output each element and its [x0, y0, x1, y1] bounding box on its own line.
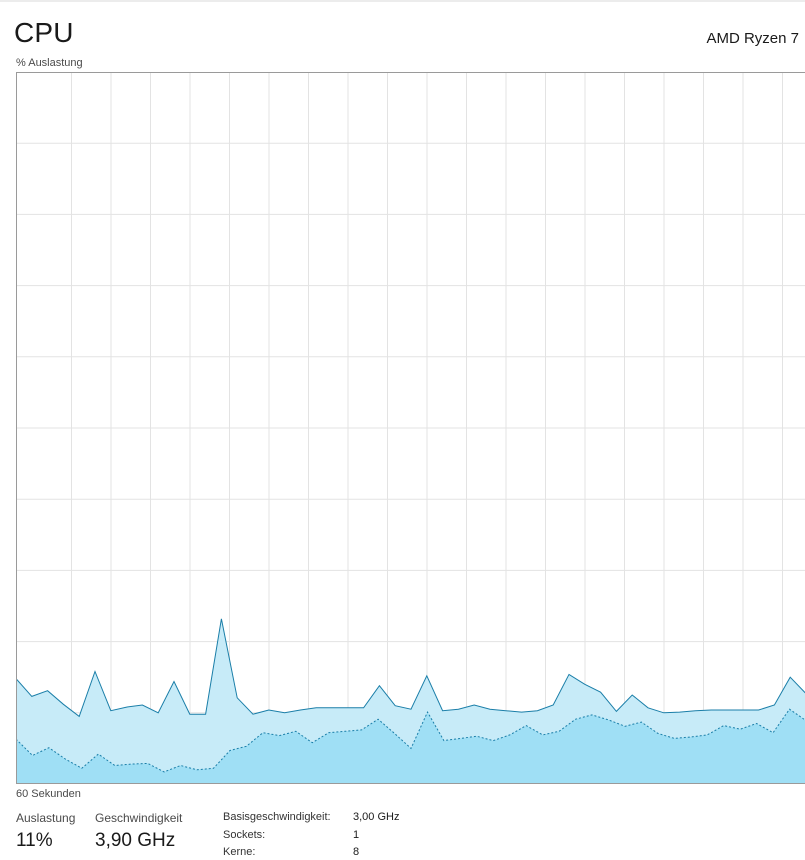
spec-base-speed-value: 3,00 GHz	[353, 810, 399, 825]
utilization-label: Auslastung	[16, 810, 75, 826]
processor-name: AMD Ryzen 7	[706, 29, 799, 49]
top-divider	[0, 0, 805, 2]
utilization-value: 11%	[16, 829, 53, 853]
y-axis-label: % Auslastung	[16, 56, 83, 70]
spec-base-speed-label: Basisgeschwindigkeit:	[223, 810, 331, 825]
spec-cores-label: Kerne:	[223, 845, 255, 860]
x-axis-label: 60 Sekunden	[16, 787, 81, 801]
cpu-utilization-graph	[16, 72, 805, 784]
page-title: CPU	[14, 16, 74, 50]
spec-cores-value: 8	[353, 845, 359, 860]
speed-label: Geschwindigkeit	[95, 810, 182, 826]
total-utilization-line	[16, 619, 805, 717]
spec-sockets-value: 1	[353, 828, 359, 843]
speed-value: 3,90 GHz	[95, 829, 175, 853]
chart-svg	[16, 72, 805, 784]
spec-sockets-label: Sockets:	[223, 828, 265, 843]
